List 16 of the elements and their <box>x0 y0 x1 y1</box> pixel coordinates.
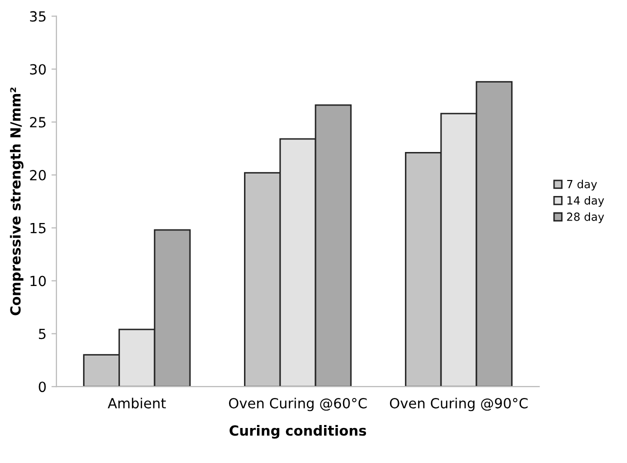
y-tick-label: 10 <box>30 276 46 286</box>
legend-label: 28 day <box>567 212 604 224</box>
y-tick-label: 20 <box>30 170 46 180</box>
x-tick-label: Oven Curing @90°C <box>390 398 528 412</box>
y-tick-label: 35 <box>30 11 46 22</box>
y-tick-label: 30 <box>30 64 46 75</box>
y-tick-label: 25 <box>30 117 46 128</box>
x-tick-label: Ambient <box>108 398 166 408</box>
y-tick-label: 5 <box>38 328 46 340</box>
y-tick-label: 0 <box>38 382 46 392</box>
legend-label: 7 day <box>567 180 597 190</box>
legend-label: 14 day <box>567 196 604 207</box>
x-tick-label: Oven Curing @60°C <box>228 398 367 412</box>
y-axis-title: Compressive strength N/mm² <box>10 88 24 316</box>
y-tick-label: 15 <box>30 223 46 234</box>
x-axis-title: Curing conditions <box>230 425 366 439</box>
